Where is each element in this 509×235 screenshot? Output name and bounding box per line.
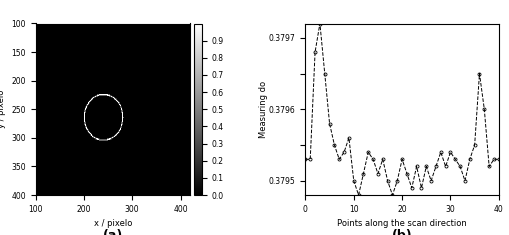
Text: (b): (b): [392, 229, 412, 235]
Y-axis label: Measuring do: Measuring do: [259, 81, 268, 138]
X-axis label: x / pixelo: x / pixelo: [94, 219, 132, 228]
Y-axis label: y / pixelo: y / pixelo: [0, 90, 6, 129]
Text: (a): (a): [103, 229, 123, 235]
X-axis label: Points along the scan direction: Points along the scan direction: [337, 219, 467, 228]
